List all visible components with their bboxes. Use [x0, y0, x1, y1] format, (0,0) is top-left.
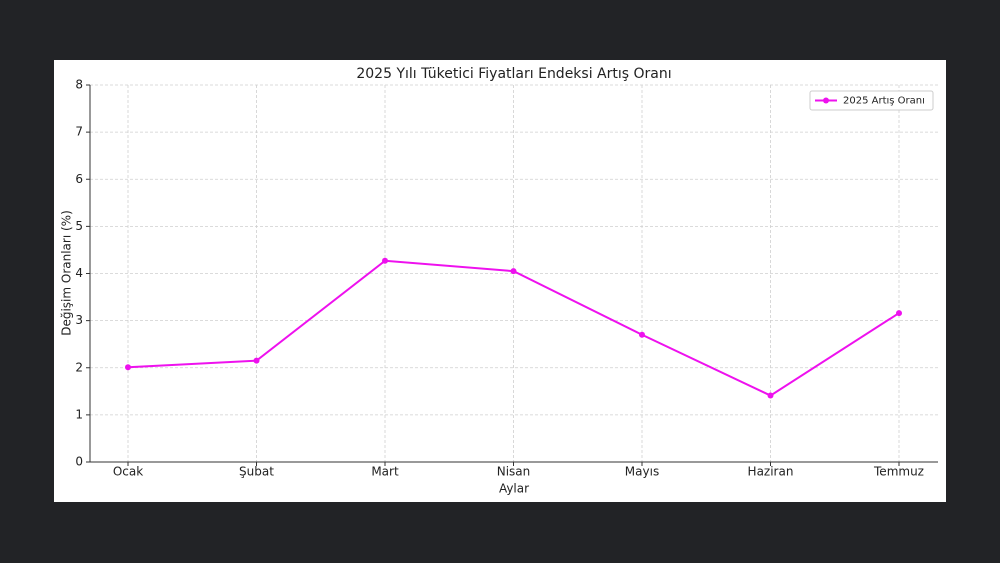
- x-tick-label: Nisan: [497, 465, 531, 479]
- point: [510, 268, 517, 275]
- x-tick-label: Temmuz: [873, 465, 924, 479]
- point: [767, 392, 774, 399]
- point: [896, 310, 902, 317]
- y-tick-label: 4: [75, 266, 83, 280]
- point: [382, 257, 388, 264]
- y-tick-label: 7: [75, 125, 83, 139]
- y-tick-label: 0: [75, 455, 83, 469]
- y-tick-label: 1: [75, 407, 83, 421]
- chart-title: 2025 Yılı Tüketici Fiyatları Endeksi Art…: [356, 66, 671, 82]
- legend-label: 2025 Artış Oranı: [843, 96, 925, 107]
- y-tick-label: 8: [75, 78, 83, 92]
- x-tick-label: Mart: [371, 465, 399, 479]
- x-axis-label: Aylar: [499, 482, 529, 496]
- x-tick-label: Ocak: [113, 465, 143, 479]
- y-tick-label: 6: [75, 172, 83, 186]
- point: [125, 364, 131, 371]
- chart-panel: [54, 60, 946, 502]
- x-tick-label: Mayıs: [625, 465, 659, 479]
- point: [639, 331, 645, 338]
- x-tick-label: Haziran: [748, 465, 794, 479]
- legend-marker: [823, 97, 829, 104]
- y-tick-label: 2: [75, 360, 83, 374]
- y-axis-label: Değişim Oranları (%): [60, 210, 74, 336]
- y-tick-label: 5: [75, 219, 83, 233]
- y-tick-label: 3: [75, 313, 83, 327]
- point: [253, 357, 260, 364]
- legend-box: [809, 90, 934, 111]
- x-tick-label: Şubat: [239, 465, 274, 479]
